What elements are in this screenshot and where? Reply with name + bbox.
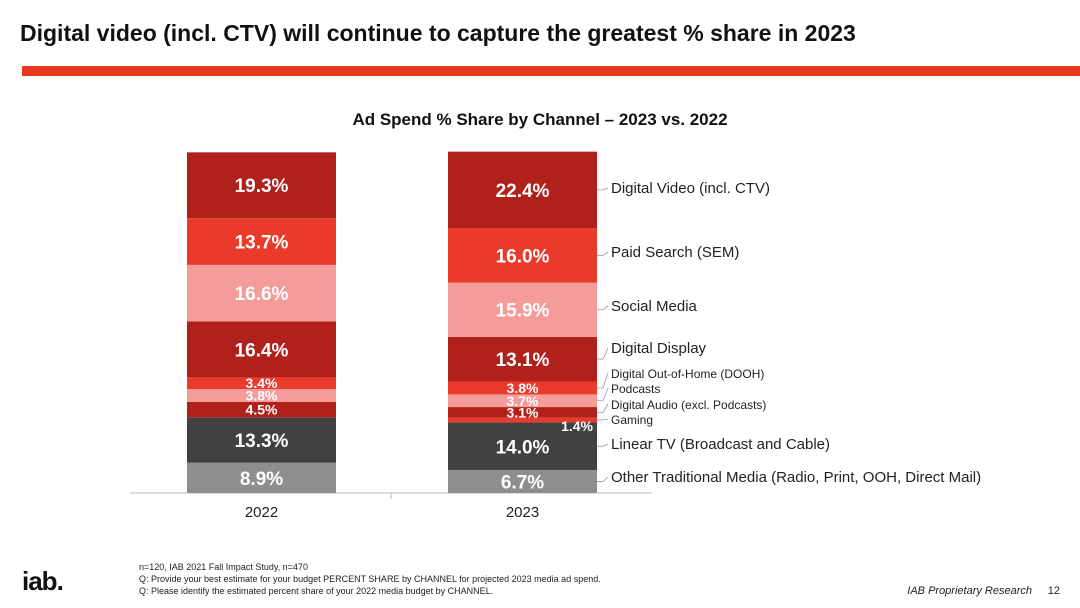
leader-line (597, 476, 609, 482)
bar-segment (187, 417, 336, 463)
bar-segment (187, 377, 336, 389)
footnote-q2: Q: Please identify the estimated percent… (139, 586, 494, 596)
bar-segment (448, 417, 597, 423)
data-label: 1.4% (561, 418, 593, 434)
bar-segment (448, 407, 597, 418)
slide-title: Digital video (incl. CTV) will continue … (20, 20, 856, 46)
leader-line (597, 372, 609, 389)
leader-line (597, 403, 609, 413)
bar-segment (448, 151, 597, 229)
data-label: 8.9% (240, 469, 283, 490)
bar-segment (187, 152, 336, 219)
bar-segment (448, 336, 597, 382)
bar-segment (448, 470, 597, 493)
bar-segment (187, 388, 336, 402)
leader-line (597, 347, 609, 360)
leader-line (597, 418, 609, 421)
bar-segment (448, 422, 597, 471)
bar-segment (187, 401, 336, 418)
legend-label: Digital Out-of-Home (DOOH) (611, 367, 764, 381)
data-label: 6.7% (501, 473, 544, 494)
bar-segment (448, 381, 597, 395)
bar-segment (187, 218, 336, 265)
legend-label: Linear TV (Broadcast and Cable) (611, 436, 830, 453)
chart-title: Ad Spend % Share by Channel – 2023 vs. 2… (352, 110, 728, 129)
legend-label: Digital Video (incl. CTV) (611, 180, 770, 197)
leader-line (597, 387, 609, 402)
data-label: 16.0% (496, 246, 550, 267)
legend-label: Digital Audio (excl. Podcasts) (611, 398, 766, 412)
page-number: 12 (1047, 585, 1060, 597)
title-rule (22, 66, 1080, 76)
bar-segment (187, 462, 336, 493)
data-label: 15.9% (496, 301, 550, 322)
leader-line (597, 305, 609, 311)
bar-segment (448, 228, 597, 283)
legend-label: Podcasts (611, 382, 660, 396)
data-label: 16.6% (235, 284, 289, 305)
data-label: 19.3% (235, 176, 289, 197)
data-label: 14.0% (496, 437, 550, 458)
data-label: 3.4% (246, 375, 278, 391)
data-label: 3.8% (246, 387, 278, 403)
legend-label: Social Media (611, 298, 698, 315)
bar-segment (187, 321, 336, 378)
data-label: 13.3% (235, 431, 289, 452)
data-label: 4.5% (246, 402, 278, 418)
proprietary-label: IAB Proprietary Research (907, 585, 1032, 597)
legend-label: Digital Display (611, 340, 707, 357)
legend-label: Paid Search (SEM) (611, 244, 739, 261)
data-label: 13.7% (235, 233, 289, 254)
bar-segment (187, 264, 336, 322)
footnote-sample: n=120, IAB 2021 Fall Impact Study, n=470 (139, 562, 308, 572)
legend-label: Gaming (611, 413, 653, 427)
data-label: 13.1% (496, 350, 550, 371)
data-label: 3.7% (507, 393, 539, 409)
leader-line (597, 251, 609, 256)
legend-label: Other Traditional Media (Radio, Print, O… (611, 469, 981, 486)
x-tick-label: 2023 (506, 504, 539, 521)
leader-line (597, 443, 609, 447)
footnote-q1: Q: Provide your best estimate for your b… (139, 574, 601, 584)
data-label: 22.4% (496, 181, 550, 202)
data-label: 16.4% (235, 340, 289, 361)
bar-segment (448, 282, 597, 337)
x-tick-label: 2022 (245, 504, 278, 521)
data-label: 3.8% (507, 380, 539, 396)
bar-segment (448, 394, 597, 408)
data-label: 3.1% (507, 404, 539, 420)
leader-line (597, 187, 609, 191)
iab-logo: iab. (22, 566, 64, 596)
